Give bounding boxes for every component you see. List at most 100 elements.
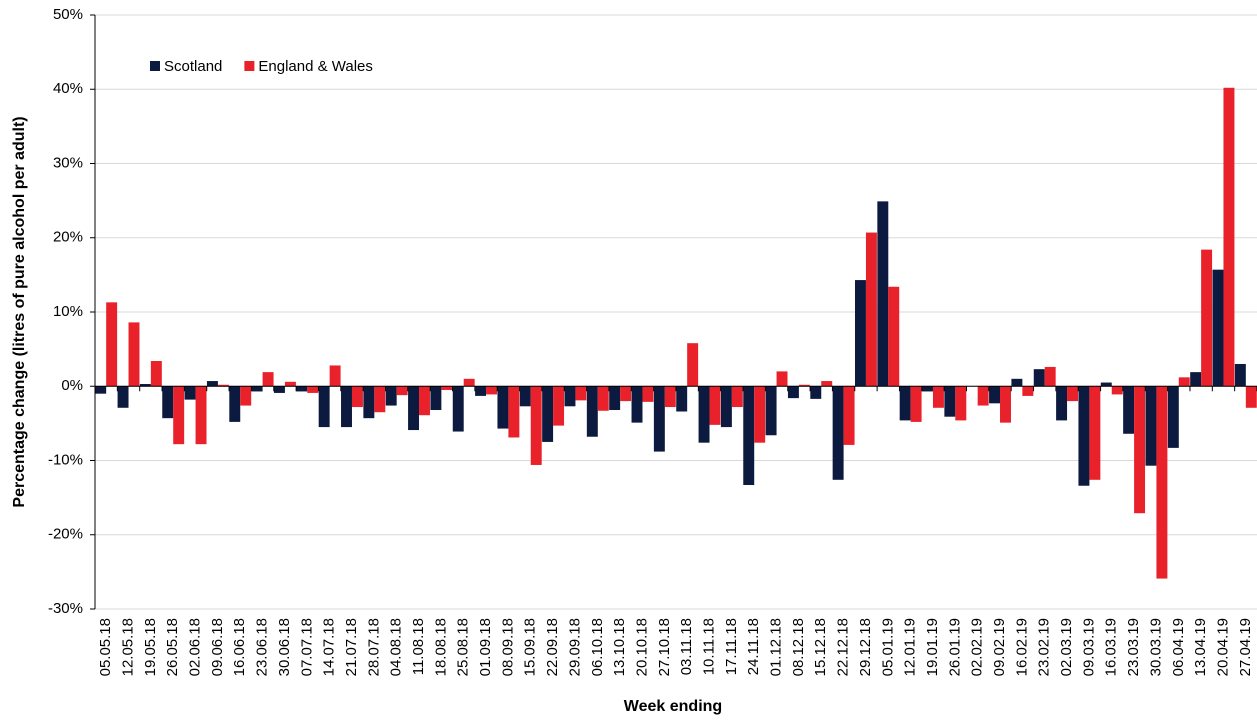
y-axis-label: Percentage change (litres of pure alcoho… [11,116,28,507]
x-tick-label: 10.11.18 [700,618,717,675]
bar [798,384,810,387]
bar [240,386,252,406]
x-tick-label: 26.01.19 [946,618,963,676]
x-tick-label: 04.08.18 [388,618,405,676]
bar [385,386,397,406]
bar [95,386,107,394]
x-tick-label: 02.03.19 [1058,618,1075,676]
x-tick-label: 01.09.18 [477,618,494,676]
x-tick-label: 13.10.18 [611,618,628,676]
x-tick-label: 13.04.19 [1192,618,1209,676]
bar [1234,363,1246,387]
bar [1078,386,1090,486]
x-tick-label: 09.02.19 [991,618,1008,676]
bar [542,386,554,442]
bar [586,386,598,437]
bar [106,302,118,387]
bar [1123,386,1135,434]
x-tick-label: 02.02.19 [969,618,986,676]
x-tick-label: 29.09.18 [566,618,583,676]
x-tick-label: 20.10.18 [633,618,650,676]
bar [351,386,363,408]
bar [1044,366,1056,387]
bar [206,381,218,387]
bar [150,361,162,387]
x-tick-label: 14.07.18 [321,618,338,676]
bar [1156,386,1168,579]
bar [854,280,866,387]
x-tick-label: 30.03.19 [1147,618,1164,676]
x-tick-label: 06.10.18 [589,618,606,676]
x-tick-label: 23.02.19 [1036,618,1053,676]
x-tick-label: 08.09.18 [499,618,516,676]
bar [821,381,833,387]
y-tick-label: 50% [53,6,83,23]
bar [251,386,263,392]
x-tick-label: 21.07.18 [343,618,360,676]
bar [564,386,576,407]
y-tick-label: 20% [53,229,83,246]
bar [408,386,420,431]
bar [1201,249,1213,387]
bar [318,386,330,428]
bar [687,343,699,387]
bar [776,371,788,387]
x-tick-label: 22.09.18 [544,618,561,676]
bar [419,386,430,416]
x-tick-label: 28.07.18 [365,618,382,676]
bar [1145,386,1157,466]
bar [754,386,766,443]
bar [1022,386,1034,396]
bar [932,386,944,408]
legend-swatch [150,61,160,71]
x-tick-label: 01.12.18 [768,618,785,676]
x-tick-label: 18.08.18 [432,618,449,676]
bar [609,386,621,411]
x-tick-label: 03.11.18 [678,618,695,675]
legend-label: Scotland [164,58,222,75]
x-tick-label: 05.05.18 [97,618,114,676]
bar [195,386,207,445]
x-tick-label: 12.01.19 [902,618,919,676]
x-tick-label: 30.06.18 [276,618,293,676]
bar [922,386,933,392]
bar [899,386,911,421]
x-tick-label: 15.12.18 [812,618,829,676]
bar [1067,386,1079,402]
bar [486,386,498,395]
x-tick-label: 26.05.18 [164,618,181,676]
x-tick-label: 16.02.19 [1013,618,1030,676]
x-axis-label: Week ending [624,698,722,715]
bar [597,386,609,411]
legend-swatch [244,61,255,71]
bar [341,386,352,428]
bar [463,378,475,387]
x-tick-label: 29.12.18 [857,618,874,676]
bar [888,286,900,387]
x-tick-label: 12.05.18 [119,618,136,676]
x-tick-label: 16.03.19 [1103,618,1120,676]
bar [396,386,408,396]
x-tick-label: 27.10.18 [656,618,673,676]
x-tick-label: 09.03.19 [1080,618,1097,676]
y-tick-label: 10% [53,303,83,320]
bar [865,232,877,387]
bar [631,386,643,423]
x-tick-label: 16.06.18 [231,618,248,676]
x-tick-label: 20.04.19 [1214,618,1231,676]
bar [441,386,453,390]
bar [530,386,542,465]
bar [296,386,308,392]
bar [664,386,676,408]
bar [284,381,296,387]
bar [519,386,531,407]
bar [497,386,509,429]
bar [217,384,229,387]
bar [575,386,587,401]
y-tick-label: 0% [61,377,83,394]
bar [843,386,855,445]
bar [1212,269,1224,387]
bar [989,386,1001,404]
bar [1178,377,1190,387]
bar [117,386,129,408]
